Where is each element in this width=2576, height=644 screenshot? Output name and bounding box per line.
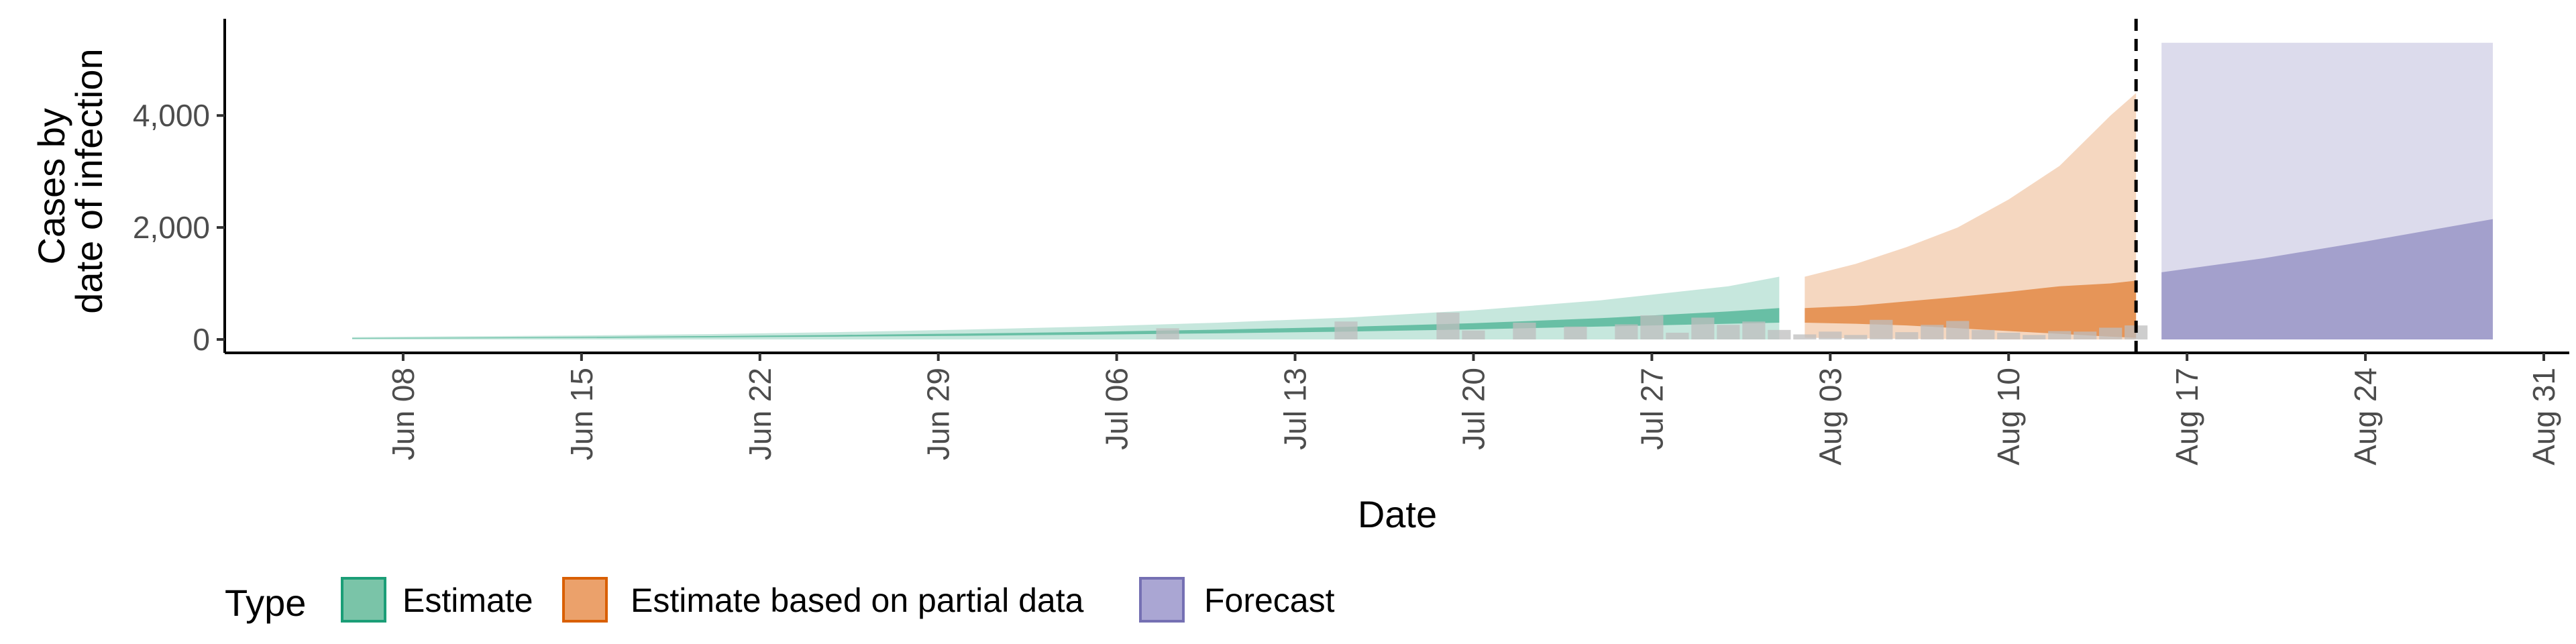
observed-bar	[1946, 321, 1970, 339]
legend-entries: Estimate Estimate based on partial data Fo…	[341, 577, 1335, 623]
observed-bar	[2048, 331, 2072, 339]
x-tick-label: Jun 29	[921, 368, 956, 460]
legend-label-estimate-based-on-partial-data: Estimate based on partial data	[631, 582, 1084, 619]
observed-bar	[1691, 317, 1715, 339]
observed-bar	[1870, 319, 1893, 339]
x-tick-label: Aug 17	[2169, 368, 2204, 466]
observed-bar	[1156, 328, 1179, 339]
legend-key-estimate-based-on-partial-data	[562, 577, 608, 623]
x-tick-label: Jun 22	[743, 368, 777, 460]
estimate-bands	[352, 42, 2493, 340]
observed-bar	[1513, 322, 1536, 339]
x-ticks: Jun 08 Jun 15 Jun 22 Jun 29 Jul 06 Jul 13 Jul …	[386, 353, 2561, 466]
x-tick-label: Aug 03	[1813, 368, 1847, 466]
x-tick-label: Aug 31	[2526, 368, 2561, 466]
x-tick-label: Jun 08	[386, 368, 421, 460]
legend-label-forecast: Forecast	[1204, 582, 1335, 619]
legend-title: Type	[225, 582, 306, 624]
observed-bar	[1615, 324, 1638, 339]
observed-bar	[2099, 327, 2123, 339]
observed-bar	[1640, 315, 1664, 339]
x-tick-label: Aug 24	[2348, 368, 2383, 466]
x-tick-label: Jul 27	[1634, 368, 1669, 450]
observed-bar	[1742, 321, 1766, 339]
observed-bar	[1921, 325, 1944, 339]
observed-bar	[1717, 325, 1740, 339]
observed-bar	[1334, 321, 1358, 339]
x-axis-title: Date	[1358, 493, 1437, 535]
observed-bar	[1436, 312, 1460, 339]
legend: Type Estimate Estimate based on partial d…	[225, 577, 1335, 624]
estimate-based-on-partial-data-outer-band	[1805, 93, 2137, 340]
observed-bar	[1844, 335, 1868, 339]
y-tick-label: 2,000	[133, 210, 210, 245]
legend-key-estimate	[341, 577, 386, 623]
observed-bar	[1564, 326, 1587, 339]
observed-bar	[1462, 330, 1485, 339]
x-tick-label: Jul 06	[1099, 368, 1134, 450]
legend-label-estimate: Estimate	[402, 582, 533, 619]
observed-cases-bars	[1156, 312, 2148, 339]
observed-bar	[2023, 335, 2046, 339]
x-tick-label: Aug 10	[1991, 368, 2026, 466]
y-tick-label: 4,000	[133, 98, 210, 133]
observed-bar	[1819, 331, 1842, 339]
legend-key-forecast	[1139, 577, 1185, 623]
x-tick-label: Jun 15	[564, 368, 599, 460]
observed-bar	[1895, 332, 1919, 339]
x-tick-label: Jul 13	[1278, 368, 1313, 450]
y-tick-label: 0	[193, 322, 210, 357]
estimate-inner-band	[352, 308, 1780, 339]
observed-bar	[1666, 332, 1689, 339]
estimate-outer-band	[352, 276, 1780, 339]
x-tick-label: Jul 20	[1456, 368, 1491, 450]
observed-bar	[1997, 332, 2021, 339]
observed-bar	[1793, 334, 1817, 339]
forecast-inner-band	[2161, 219, 2493, 339]
observed-bar	[1768, 329, 1791, 339]
y-axis-title: Cases by date of infection	[30, 48, 110, 313]
y-axis-title-line-2: date of infection	[68, 48, 110, 313]
y-axis-title-line-1: Cases by	[30, 108, 72, 264]
axes	[223, 19, 2569, 354]
y-ticks: 0 2,000 4,000	[133, 98, 225, 357]
observed-bar	[2074, 331, 2097, 339]
observed-bar	[1972, 329, 1995, 339]
